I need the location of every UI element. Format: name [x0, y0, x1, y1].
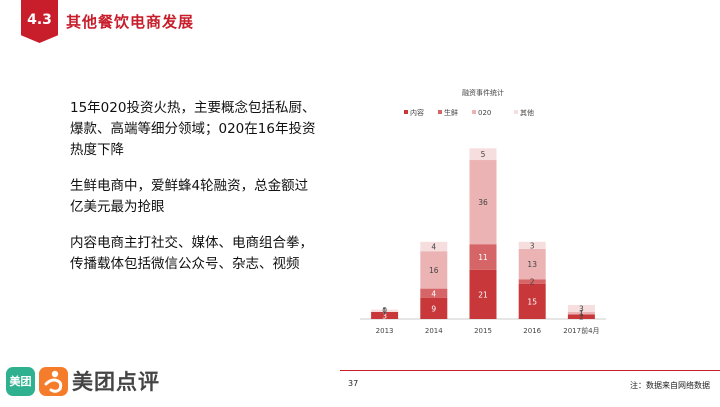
bar-segment-0-3 — [371, 309, 399, 312]
data-label-4-3: 3 — [579, 304, 584, 313]
bullet-item: 15年020投资火热，主要概念包括私厨、爆款、高端等细分领域；020在16年投资… — [70, 100, 316, 158]
legend-swatch-2 — [472, 110, 476, 114]
x-tick-label-1: 2014 — [425, 327, 443, 335]
data-label-1-1: 4 — [431, 289, 436, 298]
legend-label-1: 生鲜 — [444, 108, 458, 117]
footer-divider — [340, 370, 720, 371]
data-label-2-2: 36 — [478, 198, 488, 207]
legend-label-2: 020 — [478, 109, 491, 117]
brand-name: 美团点评 — [72, 370, 160, 394]
bar-segment-3-2 — [518, 248, 546, 280]
x-tick-label-4: 2017前4月 — [563, 326, 599, 335]
section-number-badge: 4.3 — [21, 0, 58, 43]
legend-label-0: 内容 — [410, 108, 424, 117]
bar-segment-3-1 — [518, 279, 546, 284]
data-label-0-3: 1 — [382, 307, 387, 316]
bar-segment-1-2 — [420, 251, 448, 289]
data-label-1-3: 4 — [431, 243, 436, 252]
bar-segment-1-0 — [420, 297, 448, 319]
bullet-item: 生鲜电商中，爱鲜蜂4轮融资，总金额过亿美元最为抢眼 — [70, 178, 309, 215]
legend-swatch-3 — [514, 110, 518, 114]
legend-swatch-1 — [438, 110, 442, 114]
data-label-2-1: 11 — [478, 253, 488, 262]
bar-segment-1-1 — [420, 288, 448, 298]
page-number: 37 — [348, 379, 359, 388]
bullet-item: 内容电商主打社交、媒体、电商组合拳，传播载体包括微信公众号、杂志、视频 — [70, 235, 313, 272]
data-label-1-2: 16 — [429, 266, 439, 275]
bar-segment-2-1 — [469, 244, 497, 270]
data-label-4-2: 1 — [579, 309, 584, 318]
bar-segment-1-3 — [420, 241, 448, 252]
data-label-0-1: 0 — [382, 306, 387, 315]
data-label-2-0: 21 — [478, 290, 488, 299]
meituan-logo-icon: 美团 — [6, 367, 35, 396]
bar-segment-0-0 — [371, 311, 399, 319]
x-tick-label-0: 2013 — [376, 327, 394, 335]
bullet-list: 15年020投资火热，主要概念包括私厨、爆款、高端等细分领域；020在16年投资… — [70, 98, 320, 290]
legend-label-3: 其他 — [520, 108, 534, 117]
data-label-3-2: 13 — [527, 260, 537, 269]
bar-segment-4-0 — [567, 314, 595, 319]
data-label-3-3: 3 — [530, 241, 535, 250]
bar-segment-4-3 — [567, 304, 595, 312]
data-label-3-1: 2 — [530, 278, 535, 287]
data-label-4-0: 2 — [579, 313, 584, 322]
legend-swatch-0 — [404, 110, 408, 114]
source-note: 注：数据来自网络数据 — [630, 381, 710, 390]
data-label-0-0: 3 — [382, 311, 387, 320]
bar-segment-2-3 — [469, 148, 497, 161]
chart-title: 融资事件统计 — [462, 88, 504, 97]
bar-segment-3-0 — [518, 283, 546, 319]
bar-segment-2-0 — [469, 269, 497, 319]
data-label-1-0: 9 — [431, 304, 436, 313]
x-tick-label-2: 2015 — [474, 327, 492, 335]
data-label-2-3: 5 — [481, 150, 486, 159]
bar-segment-4-2 — [567, 311, 595, 315]
page-title: 其他餐饮电商发展 — [66, 13, 195, 31]
data-label-3-0: 15 — [527, 297, 537, 306]
meituan-dianping-logo: 美团 美团点评 — [6, 362, 206, 402]
bar-segment-3-3 — [518, 241, 546, 249]
x-tick-label-3: 2016 — [523, 327, 541, 335]
bar-segment-2-2 — [469, 160, 497, 245]
dianping-logo-icon — [39, 367, 68, 396]
funding-chart: 融资事件统计 内容 生鲜 020 其他 3 0 1 2013 9 4 16 4 2014 21 11 36 5 20… — [360, 86, 622, 340]
